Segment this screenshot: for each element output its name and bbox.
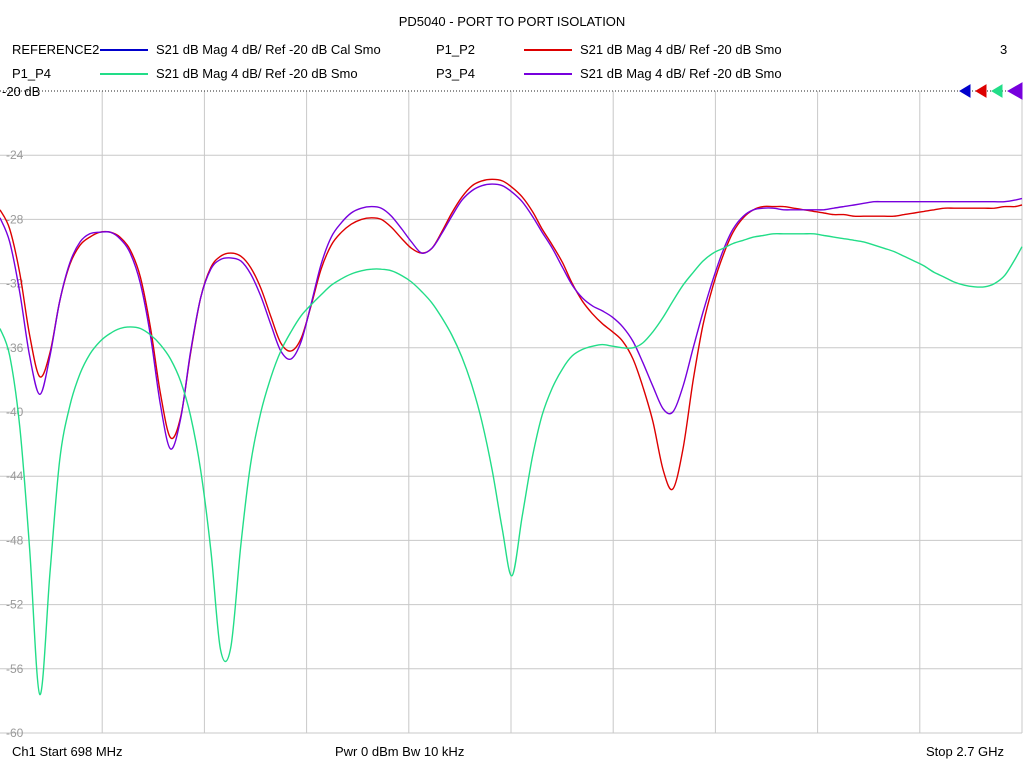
ref-marker-p3-p4 [1006,82,1023,100]
y-tick-label: -44 [6,469,24,483]
y-tick-label: -40 [6,405,24,419]
ref-marker-p1-p4 [991,84,1003,98]
y-tick-labels: -24-28-32-36-40-44-48-52-56-60 [6,148,24,740]
legend-name-p1-p2: P1_P2 [436,42,476,57]
footer-power-bw: Pwr 0 dBm Bw 10 kHz [335,744,465,759]
y-tick-label: -36 [6,341,24,355]
y-tick-label: -52 [6,598,24,612]
legend-name-p3-p4: P3_P4 [436,66,476,81]
ref-marker-reference2 [959,84,971,98]
ref-marker-p1-p2 [975,84,987,98]
legend-swatch-p3-p4 [524,73,572,75]
legend-swatch-reference2 [100,49,148,51]
trace-p1-p4 [0,233,1023,696]
y-tick-label: -28 [6,212,24,226]
grid [0,91,1023,734]
marker-number: 3 [1000,42,1008,57]
reference-markers [959,82,1023,100]
legend-swatch-p1-p2 [524,49,572,51]
traces [0,178,1023,696]
legend-name-reference2: REFERENCE2 [12,42,100,57]
legend-name-p1-p4: P1_P4 [12,66,52,81]
trace-p3-p4 [0,183,1023,450]
footer-start: Ch1 Start 698 MHz [12,744,123,759]
reference-label: -20 dB [2,84,40,99]
legend-desc-p1-p4: S21 dB Mag 4 dB/ Ref -20 dB Smo [156,66,358,81]
footer-stop: Stop 2.7 GHz [926,744,1005,759]
plot-area: -24-28-32-36-40-44-48-52-56-60 -20 dB [0,82,1023,740]
legend-desc-p3-p4: S21 dB Mag 4 dB/ Ref -20 dB Smo [580,66,782,81]
y-tick-label: -24 [6,148,24,162]
legend-desc-reference2: S21 dB Mag 4 dB/ Ref -20 dB Cal Smo [156,42,381,57]
y-tick-label: -56 [6,662,24,676]
legend-desc-p1-p2: S21 dB Mag 4 dB/ Ref -20 dB Smo [580,42,782,57]
y-tick-label: -60 [6,726,24,740]
chart-title: PD5040 - PORT TO PORT ISOLATION [398,14,626,29]
y-tick-label: -48 [6,533,24,547]
trace-p1-p2 [0,178,1023,491]
legend-swatch-p1-p4 [100,73,148,75]
